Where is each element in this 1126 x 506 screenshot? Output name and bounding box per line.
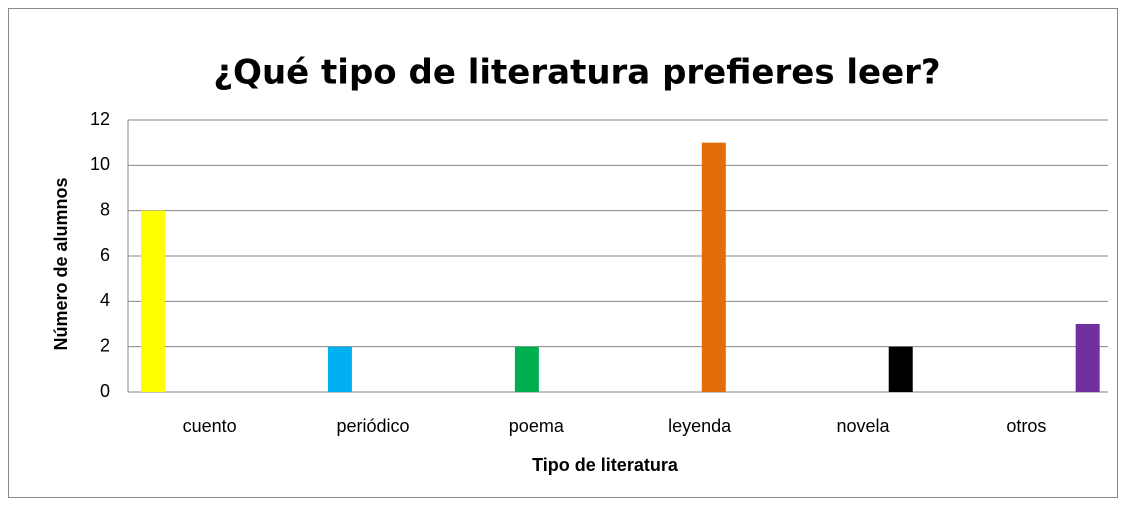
y-tick-label: 12 <box>90 109 110 129</box>
bar <box>701 142 726 392</box>
x-tick-label: periódico <box>336 416 409 436</box>
bar <box>141 210 165 392</box>
x-tick-label: novela <box>836 416 890 436</box>
x-tick-label: leyenda <box>668 416 732 436</box>
bar <box>514 346 539 392</box>
x-tick-label: poema <box>509 416 565 436</box>
y-tick-label: 0 <box>100 381 110 401</box>
y-tick-label: 4 <box>100 290 110 310</box>
x-axis-title: Tipo de literatura <box>532 455 679 475</box>
chart-title: ¿Qué tipo de literatura prefieres leer? <box>213 53 940 93</box>
y-axis-title: Número de alumnos <box>51 177 71 350</box>
y-tick-label: 10 <box>90 154 110 174</box>
bar <box>327 346 352 392</box>
chart-border <box>8 8 1118 498</box>
y-tick-label: 8 <box>100 199 110 219</box>
y-tick-label: 2 <box>100 335 110 355</box>
y-tick-label: 6 <box>100 245 110 265</box>
x-tick-label: cuento <box>183 416 237 436</box>
x-tick-label: otros <box>1006 416 1046 436</box>
bar <box>888 346 913 392</box>
bar <box>1075 324 1100 392</box>
